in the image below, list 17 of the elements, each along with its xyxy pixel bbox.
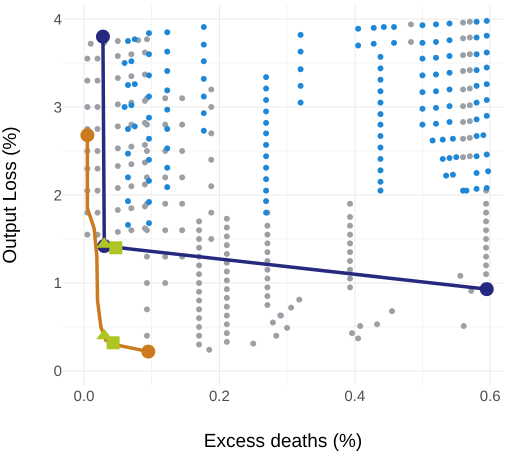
y-tick-label: 2 [54,187,62,204]
point [109,241,122,254]
x-tick-label: 0.4 [344,388,366,405]
point [96,30,110,44]
point [480,282,494,296]
y-tick-label: 4 [54,11,62,28]
x-tick-label: 0.6 [480,388,501,405]
x-axis-title: Excess deaths (%) [204,431,362,452]
y-tick-label: 0 [54,363,62,380]
point [141,344,156,359]
y-tick-label: 3 [54,99,62,116]
point [80,128,94,142]
x-tick-label: 0.2 [208,388,230,405]
y-axis-title: Output Loss (%) [0,126,21,264]
y-tick-label: 1 [54,275,62,292]
point [106,336,120,350]
x-tick-label: 0.0 [74,388,94,405]
